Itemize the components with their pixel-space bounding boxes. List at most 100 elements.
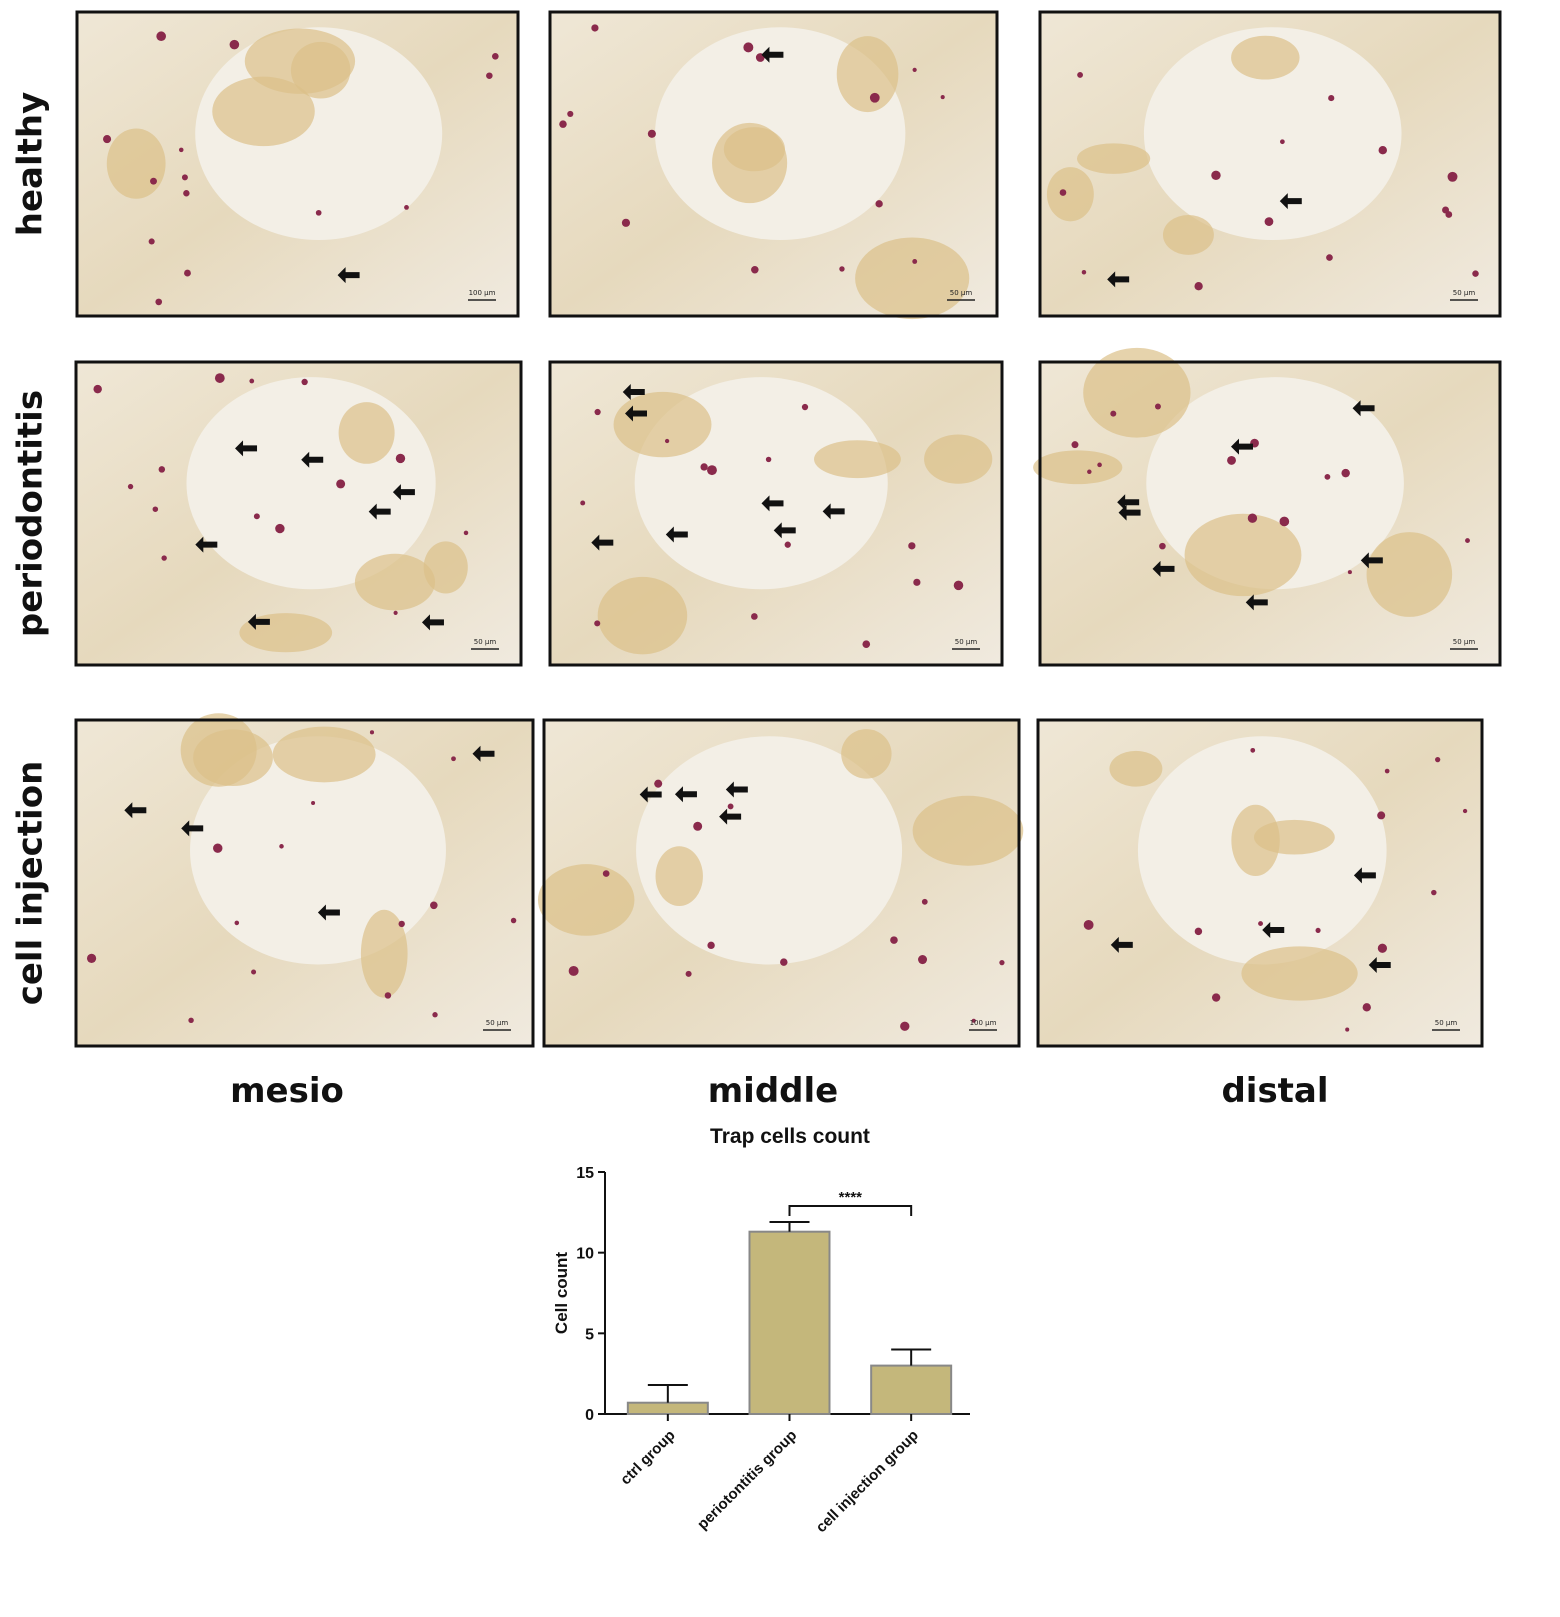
trap-stain: [685, 970, 692, 977]
trap-stain: [1326, 254, 1333, 261]
error-bar: [769, 1221, 810, 1232]
trap-stain: [900, 1021, 910, 1031]
bar: [748, 1230, 831, 1416]
trap-stain: [213, 843, 223, 853]
scale-bar-label: 50 μm: [955, 638, 978, 646]
arrow: [368, 503, 391, 520]
trap-stain: [393, 610, 398, 615]
scale-bar-label: 50 μm: [950, 289, 973, 297]
arrow: [725, 781, 748, 798]
scale-bar-label: 50 μm: [474, 638, 497, 646]
column-label: middle: [708, 1071, 838, 1111]
trap-stain: [1247, 513, 1258, 523]
marrow-region: [1366, 532, 1453, 617]
trap-stain: [913, 578, 921, 586]
y-axis-label: Cell count: [552, 1252, 571, 1335]
trap-stain: [1431, 889, 1437, 896]
micrograph-panel: 50 μm: [1038, 10, 1502, 318]
arrow: [761, 495, 784, 512]
trap-stain: [486, 72, 493, 79]
micrograph-panel: 50 μm: [1033, 347, 1502, 667]
arrow: [1360, 552, 1383, 569]
panel-border: [548, 10, 999, 318]
arrow: [761, 46, 784, 63]
trap-stain: [1384, 768, 1390, 774]
trap-stain: [602, 870, 610, 877]
trap-stain: [404, 204, 409, 210]
trap-stain: [1264, 217, 1274, 226]
marrow-region: [338, 402, 395, 464]
trap-stain: [693, 821, 703, 831]
micrograph-panel: 50 μm: [1036, 718, 1484, 1048]
arrow: [472, 745, 495, 762]
trap-stain: [1378, 145, 1387, 155]
trap-stain: [1435, 756, 1441, 763]
marrow-region: [106, 128, 166, 199]
trap-stain: [183, 190, 190, 197]
arrow: [639, 786, 662, 803]
micrograph-panel: 50 μm: [74, 713, 535, 1048]
trap-stain: [279, 844, 284, 849]
trap-stain: [594, 408, 601, 416]
trap-stain: [491, 52, 499, 60]
trap-stain: [253, 513, 260, 520]
trap-stain: [784, 541, 791, 548]
tooth-structure: [1143, 27, 1402, 240]
y-tick-label: 15: [576, 1165, 594, 1182]
row-label: periodontitis: [11, 390, 51, 637]
trap-stain: [568, 965, 579, 976]
trap-stain: [647, 129, 656, 138]
trap-stain: [369, 730, 375, 735]
trap-stain: [912, 259, 918, 264]
trap-stain: [152, 506, 159, 512]
trap-stain: [751, 265, 759, 274]
trap-stain: [664, 438, 670, 444]
trap-stain: [1377, 943, 1388, 953]
marrow-region: [1046, 167, 1094, 222]
trap-stain: [999, 960, 1005, 966]
scale-bar-label: 50 μm: [1435, 1019, 1458, 1027]
arrow: [421, 614, 444, 631]
panel-border: [1036, 718, 1484, 1048]
y-tick-label: 0: [585, 1407, 594, 1424]
arrow: [1117, 494, 1140, 511]
arrow: [665, 526, 688, 543]
trap-stain: [1345, 1027, 1350, 1032]
panel-border: [1038, 360, 1502, 667]
arrow: [247, 613, 270, 630]
trap-stain: [1447, 171, 1458, 182]
trap-stain: [591, 24, 599, 32]
arrow: [1110, 936, 1133, 953]
trap-stain: [890, 936, 898, 944]
trap-stain: [188, 1017, 194, 1024]
micrograph-panel: 50 μm: [548, 360, 1004, 667]
trap-stain: [1315, 927, 1321, 933]
trap-stain: [1280, 139, 1285, 145]
marrow-region: [1162, 214, 1214, 255]
arrow: [1353, 867, 1376, 884]
arrow: [591, 534, 614, 551]
trap-stain: [161, 555, 167, 561]
trap-stain: [580, 500, 586, 506]
trap-stain: [1154, 403, 1161, 410]
marrow-region: [613, 391, 712, 458]
trap-stain: [869, 92, 880, 103]
arrow: [1230, 438, 1253, 455]
trap-stain: [181, 174, 188, 181]
trap-stain: [1159, 542, 1166, 550]
marrow-region: [1083, 347, 1191, 438]
trap-stain: [875, 200, 883, 208]
bar: [870, 1364, 953, 1415]
arrow: [181, 820, 204, 837]
x-tick-label: ctrl group: [617, 1427, 679, 1489]
trap-stain: [86, 953, 97, 964]
marrow-region: [655, 846, 703, 906]
trap-stain: [430, 901, 438, 910]
trap-stain: [654, 779, 663, 788]
arrow: [317, 904, 340, 921]
significance-bracket: [788, 1205, 913, 1217]
arrow: [719, 808, 742, 825]
row-label: healthy: [11, 92, 51, 236]
trap-stain: [1211, 993, 1221, 1002]
trap-stain: [1211, 170, 1221, 181]
